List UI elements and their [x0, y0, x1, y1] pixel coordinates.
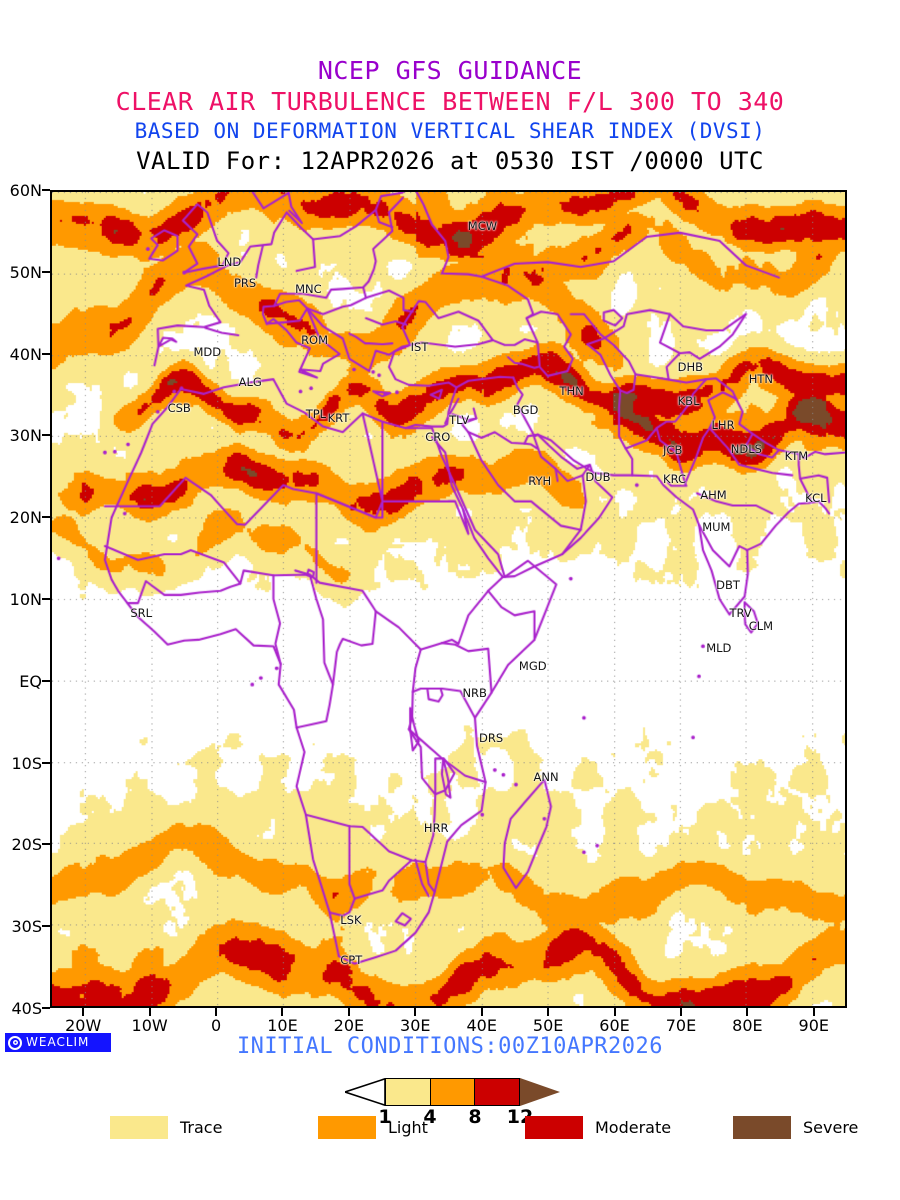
colorbar-tick-labels: 1 4 8 12 [345, 1106, 560, 1128]
title-line-agency: NCEP GFS GUIDANCE [317, 56, 583, 85]
x-axis-tick [148, 1008, 151, 1016]
x-axis-tick-label: 80E [732, 1016, 763, 1035]
colorbar-under-arrow [342, 1077, 386, 1107]
x-axis-tick-label: 90E [798, 1016, 830, 1035]
x-axis-tick-label: 0 [210, 1016, 222, 1035]
x-axis-tick-label: 50E [532, 1016, 564, 1035]
y-axis-tick [42, 925, 50, 928]
x-axis-tick [281, 1008, 284, 1016]
colorbar [342, 1077, 560, 1107]
y-axis-tick [42, 843, 50, 846]
legend-item-severe: Severe [733, 1116, 858, 1139]
initial-conditions-text: INITIAL CONDITIONS:00Z10APR2026 [236, 1034, 664, 1059]
cat-heatmap-canvas [52, 192, 845, 1006]
x-axis-tick [480, 1008, 483, 1016]
legend-swatch-moderate [525, 1116, 583, 1139]
x-axis-tick [347, 1008, 350, 1016]
x-axis-tick [414, 1008, 417, 1016]
x-axis-tick [547, 1008, 550, 1016]
legend-item-light: Light [318, 1116, 428, 1139]
title-line-validtime: VALID For: 12APR2026 at 0530 IST /0000 U… [136, 147, 764, 175]
colorbar-tick-8: 8 [468, 1106, 482, 1128]
y-axis-tick [42, 270, 50, 273]
x-axis-tick [82, 1008, 85, 1016]
x-axis-tick-label: 20W [65, 1016, 102, 1035]
legend-swatch-light [318, 1116, 376, 1139]
x-axis-tick [746, 1008, 749, 1016]
x-axis-tick-label: 40E [466, 1016, 497, 1035]
x-axis-tick-label: 20E [333, 1016, 365, 1035]
title-line-method: BASED ON DEFORMATION VERTICAL SHEAR INDE… [134, 119, 766, 143]
x-axis-tick [215, 1008, 218, 1016]
x-axis-tick [679, 1008, 682, 1016]
legend-item-moderate: Moderate [525, 1116, 671, 1139]
legend-label-moderate: Moderate [595, 1118, 672, 1137]
x-axis-tick-label: 10E [267, 1016, 298, 1035]
colorbar-cell-0 [385, 1078, 430, 1106]
y-axis-tick [42, 434, 50, 437]
legend-swatch-trace [110, 1116, 168, 1139]
weaclim-watermark: WEACLIM [5, 1033, 111, 1052]
title-line-product: CLEAR AIR TURBULENCE BETWEEN F/L 300 TO … [115, 87, 785, 116]
legend-item-trace: Trace [110, 1116, 222, 1139]
y-axis-tick-label: 50N [9, 262, 42, 282]
y-axis-tick [42, 516, 50, 519]
colorbar-cells [385, 1078, 521, 1106]
weaclim-label: WEACLIM [26, 1035, 90, 1049]
y-axis-tick [42, 598, 50, 600]
y-axis-tick-label: 40S [11, 999, 42, 1018]
legend-label-trace: Trace [180, 1118, 223, 1137]
y-axis-tick-label: 20S [11, 835, 42, 855]
colorbar-over-arrow [520, 1078, 560, 1106]
colorbar-cell-1 [429, 1078, 475, 1106]
y-axis-tick [42, 761, 50, 764]
y-axis-tick-label: 10S [11, 753, 42, 773]
y-axis-tick [42, 352, 50, 355]
y-axis-tick-label: 60N [9, 181, 42, 200]
x-axis-tick [812, 1008, 815, 1016]
x-axis-tick-label: 30E [400, 1016, 431, 1035]
map-plot-area[interactable]: MCW LND PRS MNC ROM MDD IST ALG CSB TPL KRT TLV CRO B… [50, 190, 847, 1008]
legend-label-light: Light [388, 1118, 428, 1137]
title-block: NCEP GFS GUIDANCE CLEAR AIR TURBULENCE B… [0, 56, 900, 176]
y-axis-tick [42, 679, 50, 682]
x-axis-tick-label: 60E [599, 1016, 630, 1035]
legend-swatch-severe [733, 1116, 791, 1139]
x-axis-tick-label: 70E [665, 1016, 697, 1035]
colorbar-tick-1: 1 [378, 1106, 392, 1128]
y-axis-tick [42, 1007, 50, 1009]
x-axis-tick [613, 1008, 616, 1016]
y-axis-tick-label: 20N [9, 508, 42, 528]
y-axis-tick-label: 30S [11, 917, 42, 937]
legend-label-severe: Severe [803, 1118, 859, 1137]
y-axis-tick-label: 30N [9, 426, 42, 446]
y-axis-tick-label: 40N [9, 344, 42, 364]
y-axis-tick-label: 10N [9, 590, 42, 609]
copyright-circle-icon [8, 1035, 22, 1050]
x-axis-tick-label: 10W [131, 1016, 168, 1035]
category-legend: Trace Light Moderate Severe [0, 1110, 900, 1150]
y-axis-tick-label: EQ [19, 671, 42, 691]
y-axis-tick [42, 189, 50, 191]
colorbar-tick-4: 4 [423, 1106, 437, 1128]
colorbar-cell-2 [474, 1078, 521, 1106]
